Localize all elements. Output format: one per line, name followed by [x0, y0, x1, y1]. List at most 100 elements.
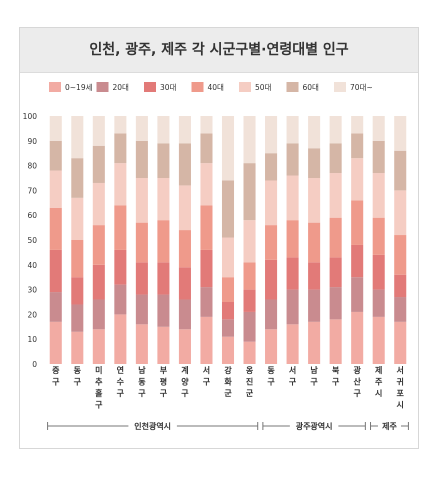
- bar-segment: [178, 185, 191, 231]
- chart-title: 인천, 광주, 제주 각 시군구별·연령대별 인구: [89, 42, 349, 58]
- legend-label: 0~19세: [65, 83, 93, 92]
- bar-segment: [329, 257, 342, 288]
- bar-segment: [243, 289, 256, 312]
- group-label: 제주: [382, 421, 397, 431]
- bar-segment: [178, 299, 191, 330]
- bar-segment: [200, 249, 213, 288]
- bar-segment: [308, 222, 321, 263]
- bar-segment: [351, 200, 364, 245]
- bar-segment: [394, 150, 407, 191]
- bar-segment: [49, 249, 62, 293]
- bar-segment: [394, 190, 407, 236]
- bar-segment: [92, 182, 105, 226]
- bar-segment: [178, 116, 191, 144]
- y-tick-label: 30: [27, 286, 37, 295]
- legend-swatch: [144, 82, 156, 92]
- bar-segment: [394, 274, 407, 298]
- bar-segment: [221, 116, 235, 181]
- legend-swatch: [49, 82, 61, 92]
- legend-label: 60대: [303, 83, 320, 92]
- bar-segment: [49, 207, 62, 250]
- legend-swatch: [334, 82, 346, 92]
- bar-segment: [49, 170, 62, 208]
- bar-segment: [308, 148, 321, 178]
- bar-segment: [243, 311, 256, 342]
- bar-segment: [221, 277, 235, 302]
- y-tick-label: 50: [27, 236, 37, 245]
- bar-segment: [351, 158, 364, 201]
- bar-segment: [114, 133, 127, 164]
- bar-segment: [243, 220, 256, 263]
- title-bar: 인천, 광주, 제주 각 시군구별·연령대별 인구: [20, 28, 418, 73]
- legend-swatch: [239, 82, 251, 92]
- bar-segment: [157, 326, 170, 364]
- bar-segment: [178, 143, 191, 186]
- bar-segment: [265, 225, 278, 260]
- bar-segment: [71, 331, 84, 364]
- bar-segment: [351, 277, 364, 312]
- bar-segment: [265, 329, 278, 364]
- y-tick-label: 70: [27, 186, 37, 195]
- bar-segment: [308, 178, 321, 223]
- bar-segment: [372, 140, 385, 174]
- bar-segment: [243, 163, 256, 221]
- bar-segment: [178, 230, 191, 268]
- bar-segment: [114, 314, 127, 364]
- bar-segment: [221, 237, 235, 278]
- bar-segment: [157, 116, 170, 144]
- bar-segment: [243, 262, 256, 290]
- y-tick-label: 10: [27, 335, 37, 344]
- bar-segment: [286, 220, 299, 258]
- bar-segment: [372, 217, 385, 255]
- group-label-bg: [128, 420, 177, 432]
- bar-segment: [49, 116, 62, 141]
- bar-segment: [221, 302, 235, 320]
- bar-segment: [308, 289, 321, 322]
- bar-segment: [221, 319, 235, 337]
- bar-segment: [178, 329, 191, 364]
- bar-segment: [286, 175, 299, 221]
- bar-segment: [329, 319, 342, 364]
- legend-swatch: [96, 82, 109, 92]
- bar-segment: [351, 116, 364, 134]
- y-tick-label: 90: [27, 137, 37, 146]
- bar-segment: [135, 324, 148, 364]
- bar-segment: [71, 304, 84, 332]
- bar-segment: [329, 116, 342, 144]
- bar-segment: [200, 133, 213, 164]
- y-axis: 0 10 20 30 40 50 60 70 80 90 100: [23, 112, 38, 369]
- bar-segment: [394, 235, 407, 275]
- bar-segment: [200, 163, 213, 206]
- group-label: 인천광역시: [134, 421, 171, 431]
- legend-label: 50대: [255, 83, 272, 92]
- bar-segment: [351, 133, 364, 159]
- bar-segment: [286, 116, 299, 144]
- bar-segment: [92, 264, 105, 300]
- legend-label: 30대: [160, 83, 177, 92]
- legend-label: 40대: [208, 83, 225, 92]
- bar-segment: [49, 321, 62, 364]
- legend: 0~19세 20대 30대 40대 50대 60대 70대~: [49, 82, 373, 92]
- bar-segment: [157, 294, 170, 327]
- bar-segment: [114, 163, 127, 206]
- bar-segment: [329, 173, 342, 218]
- bar-segment: [200, 287, 213, 317]
- bar-segment: [157, 262, 170, 295]
- bar-segment: [265, 299, 278, 330]
- bar-segment: [265, 180, 278, 226]
- bar-segment: [92, 145, 105, 183]
- bar-segment: [286, 324, 299, 364]
- bar-segment: [394, 321, 407, 364]
- bar-segment: [221, 180, 235, 238]
- bar-segment: [92, 225, 105, 265]
- legend-label: 20대: [113, 83, 130, 92]
- bar-segment: [178, 267, 191, 300]
